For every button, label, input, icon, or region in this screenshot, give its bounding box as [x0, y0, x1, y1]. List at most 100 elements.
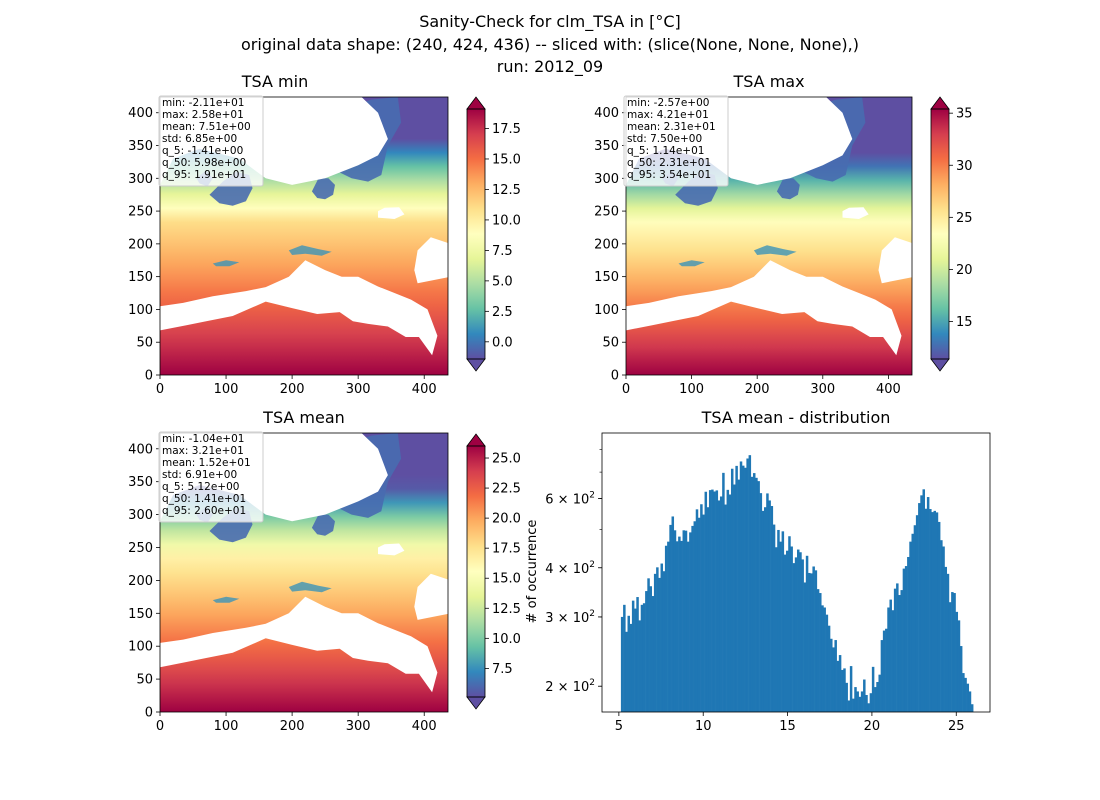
- histogram-bar: [719, 496, 723, 712]
- histogram-bar: [741, 465, 745, 712]
- axes-frame: [601, 432, 991, 713]
- histogram-bar: [962, 673, 965, 712]
- histogram-bar: [887, 607, 890, 712]
- panel-title: TSA max: [732, 72, 804, 91]
- heatmap-nodata-region: [626, 260, 902, 356]
- histogram-bar: [669, 524, 672, 712]
- heatmap-nodata-region: [414, 573, 448, 620]
- y-tick-label: 200: [128, 574, 153, 589]
- histogram-bar: [964, 677, 967, 712]
- heatmap-panel-max: TSA max 0 100 200 300 400 0 50 100 150 200 250 300 35…: [594, 72, 972, 397]
- y-tick-label: 2 × 102: [545, 678, 595, 695]
- x-tick-label: 100: [679, 382, 704, 397]
- colorbar-frame: [930, 108, 950, 360]
- histogram-bar: [642, 603, 646, 712]
- histogram-bar: [728, 494, 732, 712]
- histogram-bar: [951, 592, 954, 712]
- heatmap-ridge: [288, 581, 332, 593]
- stats-line: q_50: 2.31e+01: [627, 157, 711, 169]
- histogram-bar: [876, 682, 879, 712]
- stats-line: std: 6.85e+00: [162, 133, 237, 145]
- histogram-bar: [757, 481, 760, 712]
- histogram-bar: [911, 533, 914, 712]
- histogram-bar: [733, 484, 736, 712]
- y-tick-label: 200: [594, 237, 619, 252]
- histogram-bar: [799, 552, 802, 712]
- histogram-bar: [724, 504, 727, 712]
- heatmap-nodata-region: [160, 596, 438, 693]
- x-tick-label: 200: [280, 719, 305, 734]
- histogram-bar: [821, 605, 824, 712]
- histogram-bar: [953, 593, 956, 712]
- histogram-bar: [645, 591, 648, 712]
- heatmap-ridge: [678, 260, 705, 267]
- histogram-bar: [631, 600, 635, 712]
- y-tick-label: 400: [594, 106, 619, 121]
- stats-line: max: 3.21e+01: [162, 445, 244, 457]
- colorbar-tick-label: 15.0: [492, 152, 521, 167]
- histogram-bar: [752, 473, 756, 712]
- colorbar-extend-max: [466, 96, 486, 110]
- histogram-bar: [786, 550, 789, 712]
- histogram-bar: [766, 493, 769, 712]
- histogram-bar: [715, 490, 719, 712]
- colorbar-extend-min: [466, 696, 486, 710]
- histogram-bar: [852, 698, 855, 712]
- colorbar-tick-label: 20: [956, 263, 973, 278]
- histogram-bar: [750, 476, 754, 712]
- y-tick-label: 300: [128, 508, 153, 523]
- histogram-bar: [737, 479, 741, 712]
- stats-line: q_5: 5.12e+00: [162, 481, 239, 493]
- histogram-bar: [790, 546, 793, 712]
- histogram-bar: [955, 611, 959, 712]
- histogram-bar: [730, 468, 734, 712]
- histogram-bar: [623, 604, 626, 712]
- stats-line: min: -1.04e+01: [162, 433, 244, 445]
- histogram-bar: [691, 525, 694, 712]
- histogram-bar: [629, 623, 633, 712]
- x-tick-label: 20: [864, 719, 881, 734]
- histogram-bar: [885, 628, 888, 712]
- stats-line: std: 7.50e+00: [627, 133, 702, 145]
- histogram-bar: [929, 509, 932, 712]
- histogram-bar: [779, 541, 782, 712]
- histogram-bar: [805, 555, 809, 712]
- y-tick-label: 0: [145, 706, 153, 721]
- stats-line: mean: 7.51e+00: [162, 121, 251, 133]
- heatmap-ridge: [212, 596, 240, 603]
- x-tick-label: 0: [156, 382, 164, 397]
- stats-line: q_5: 1.14e+01: [627, 145, 704, 157]
- histogram-bar: [620, 616, 624, 712]
- histogram-bar: [909, 541, 912, 712]
- histogram-bar: [775, 547, 778, 712]
- y-tick-label: 3 × 102: [545, 609, 595, 626]
- colorbar-label: # of occurrence: [525, 520, 540, 624]
- histogram-bar: [896, 583, 899, 712]
- heatmap-nodata-region: [414, 237, 448, 284]
- histogram-bar: [695, 509, 699, 712]
- histogram-bar: [697, 517, 701, 712]
- figure-title-line-2: original data shape: (240, 424, 436) -- …: [241, 35, 859, 54]
- histogram-bar: [636, 597, 639, 712]
- histogram-bar: [792, 563, 796, 712]
- stats-line: max: 4.21e+01: [627, 109, 709, 121]
- heatmap-cold-region: [311, 178, 335, 200]
- x-tick-label: 300: [810, 382, 835, 397]
- histogram-bar: [627, 615, 630, 712]
- histogram-bar: [662, 571, 666, 712]
- y-tick-label: 250: [128, 541, 153, 556]
- y-tick-label: 400: [128, 106, 153, 121]
- histogram-bar: [878, 674, 881, 712]
- x-tick-label: 300: [346, 382, 371, 397]
- colorbar-tick-label: 15.0: [492, 572, 521, 587]
- histogram-bar: [667, 541, 670, 712]
- histogram-bar: [653, 573, 657, 712]
- histogram-bar: [915, 515, 919, 712]
- histogram-bar: [651, 596, 655, 712]
- heatmap-nodata-region: [878, 237, 912, 284]
- histogram-bar: [647, 578, 650, 712]
- histogram-bar: [970, 704, 974, 712]
- histogram-bar: [871, 666, 875, 712]
- colorbar-tick-label: 22.5: [492, 482, 521, 497]
- stats-line: std: 6.91e+00: [162, 469, 237, 481]
